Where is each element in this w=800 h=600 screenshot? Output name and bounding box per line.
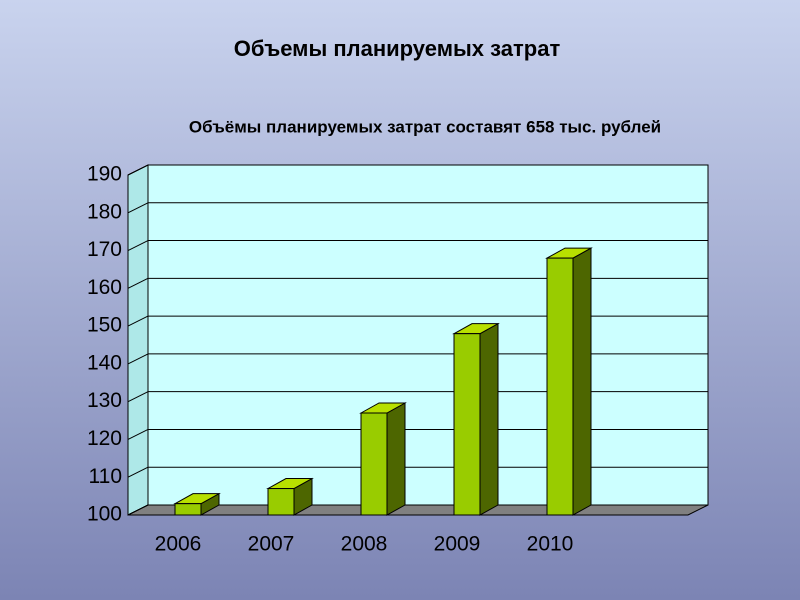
- side-wall: [127, 164, 149, 516]
- grid-line: [127, 466, 149, 478]
- y-tick-label: 180: [87, 200, 122, 223]
- grid-line: [127, 164, 149, 176]
- grid-line: [127, 277, 149, 289]
- grid-line: [127, 315, 149, 327]
- x-tick-label: 2006: [155, 533, 202, 556]
- bar-side: [479, 322, 499, 516]
- y-tick-label: 100: [87, 503, 122, 526]
- chart-title: Объемы планируемых затрат: [234, 36, 561, 61]
- bar: [267, 488, 295, 516]
- grid-line: [127, 202, 149, 214]
- y-tick-label: 130: [87, 389, 122, 412]
- back-wall: [147, 164, 709, 506]
- chart-subtitle: Объёмы планируемых затрат составят 658 т…: [189, 117, 661, 136]
- y-tick-label: 110: [89, 465, 122, 488]
- grid-line: [127, 504, 149, 516]
- grid-line: [127, 391, 149, 403]
- grid-line: [127, 240, 149, 252]
- x-tick-label: 2010: [527, 533, 574, 556]
- y-tick-label: 170: [87, 238, 122, 261]
- y-tick-label: 120: [87, 427, 122, 450]
- x-tick-label: 2008: [341, 533, 388, 556]
- x-tick-label: 2009: [434, 533, 481, 556]
- bar-side: [386, 402, 406, 516]
- y-tick-label: 190: [87, 163, 122, 186]
- y-tick-label: 140: [87, 351, 122, 374]
- grid-line: [127, 428, 149, 440]
- x-tick-label: 2007: [248, 533, 295, 556]
- grid-line: [127, 353, 149, 365]
- y-tick-label: 150: [87, 314, 122, 337]
- bar: [174, 503, 202, 516]
- bar: [546, 257, 574, 516]
- bar-side: [572, 247, 592, 516]
- bar: [453, 333, 481, 516]
- bar: [360, 412, 388, 516]
- y-tick-label: 160: [87, 276, 122, 299]
